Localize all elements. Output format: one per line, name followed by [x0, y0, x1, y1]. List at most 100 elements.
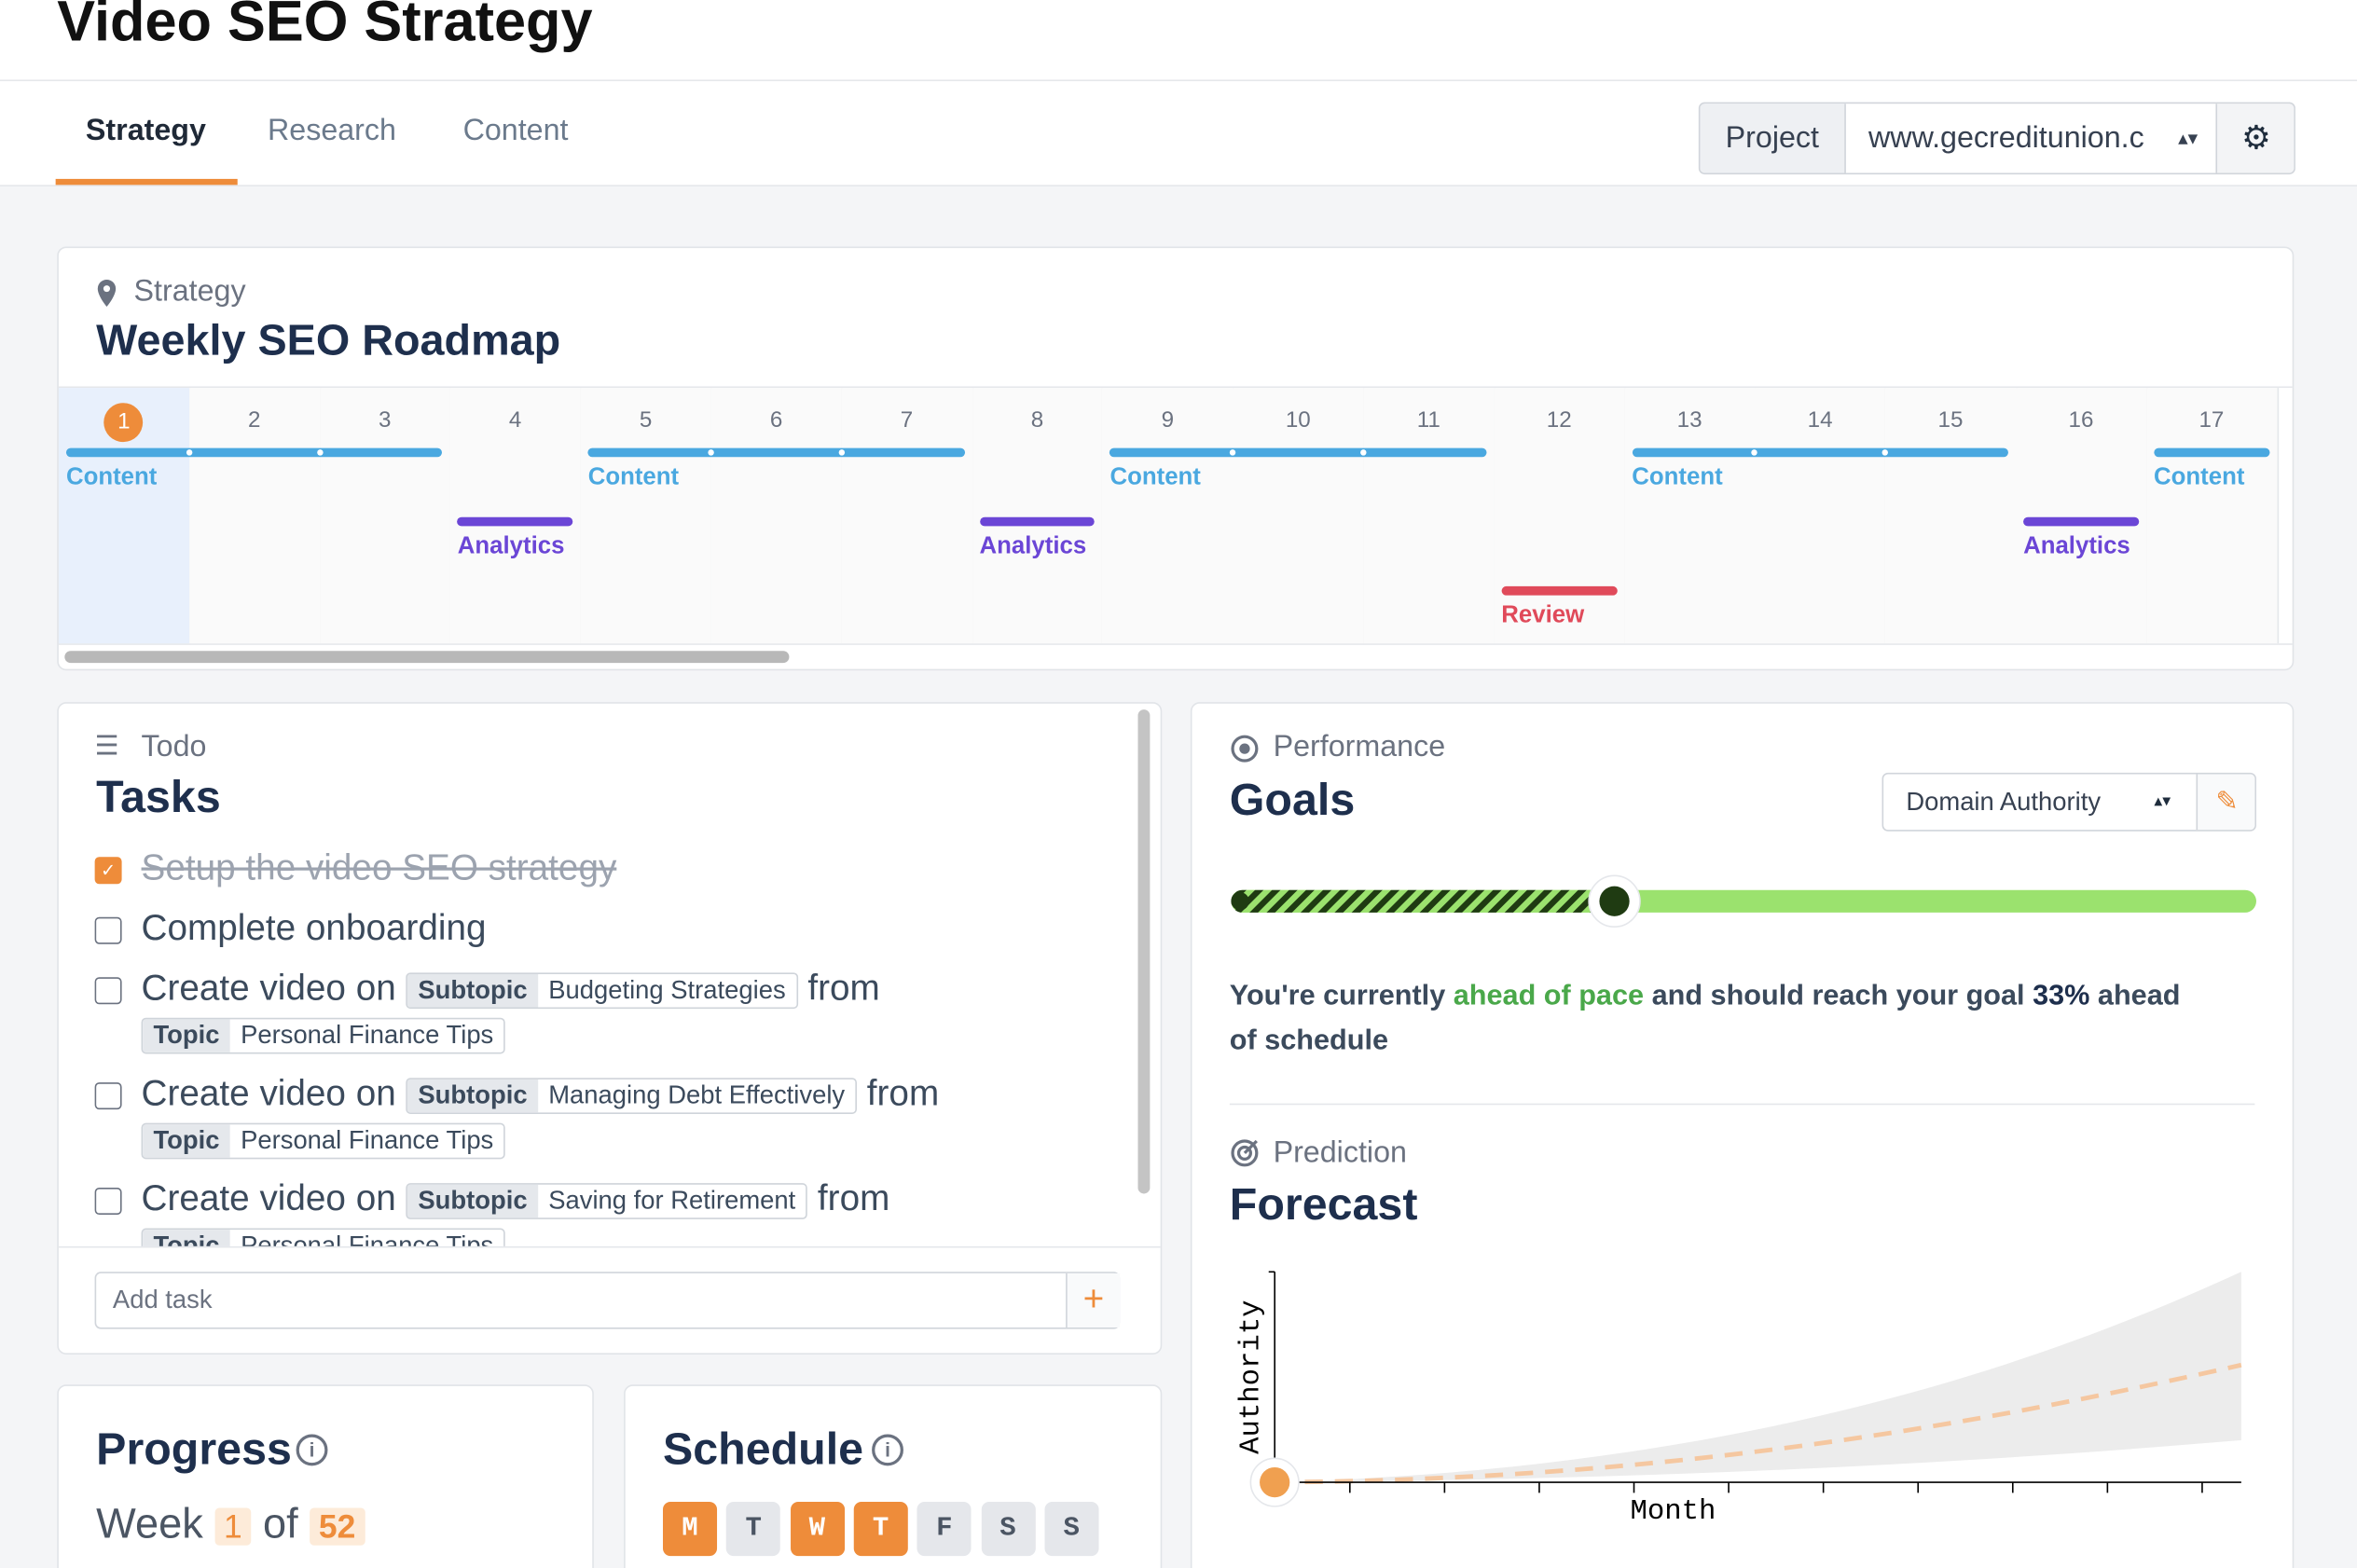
- task-checkbox[interactable]: [94, 977, 122, 1005]
- goal-slider: [1231, 874, 2256, 928]
- divider: [1229, 1103, 2255, 1106]
- slider-progress: [1231, 889, 1615, 913]
- info-icon[interactable]: i: [872, 1434, 903, 1466]
- day-toggle[interactable]: W: [790, 1502, 845, 1557]
- add-button[interactable]: +: [1066, 1272, 1121, 1327]
- pin-icon: [97, 279, 117, 307]
- event-label: Content: [2154, 464, 2245, 490]
- bar-dot: [708, 449, 714, 456]
- task-checkbox[interactable]: [94, 1187, 122, 1216]
- day-toggle[interactable]: F: [917, 1502, 972, 1557]
- schedule-title: Schedule: [662, 1424, 864, 1476]
- task-checkbox[interactable]: ✓: [94, 857, 122, 885]
- week-column: 14: [1755, 388, 1887, 644]
- week-number-current: 1: [103, 403, 144, 443]
- msg: and should reach your goal: [1651, 980, 2025, 1012]
- x-axis-label: Month: [1630, 1495, 1716, 1528]
- settings-button[interactable]: ⚙: [2215, 103, 2295, 173]
- task-line: Complete onboarding: [142, 908, 487, 950]
- subtopic-chip: Subtopic Managing Debt Effectively: [406, 1077, 858, 1114]
- slider-knob-core: [1599, 886, 1630, 916]
- bar-dot: [838, 449, 845, 456]
- of-word: of: [262, 1500, 298, 1547]
- event-label: Content: [1110, 464, 1201, 490]
- prediction-icon: [1231, 1139, 1259, 1167]
- week-number: 14: [1807, 407, 1833, 433]
- add-task-input[interactable]: Add task +: [94, 1272, 1121, 1329]
- event-bar[interactable]: [65, 447, 443, 458]
- project-select[interactable]: www.gecreditunion.c: [1868, 121, 2144, 156]
- topic-chip: Topic Personal Finance Tips: [141, 1228, 506, 1246]
- start-point: [1260, 1466, 1290, 1498]
- week-column: 17: [2145, 388, 2279, 644]
- target-icon: [1231, 735, 1259, 763]
- slider-start: [1231, 892, 1249, 911]
- week-number: 11: [1416, 407, 1440, 433]
- task-text: from: [807, 968, 880, 1010]
- metric-select[interactable]: Domain Authority ▴▾ ✎: [1881, 772, 2256, 832]
- subtopic-chip: Subtopic Saving for Retirement: [406, 1182, 808, 1219]
- event-bar[interactable]: [1632, 447, 2008, 458]
- msg-amount: 33%: [2033, 980, 2090, 1012]
- week-number: 2: [248, 407, 261, 433]
- event-bar[interactable]: [457, 516, 573, 527]
- tab-indicator: [55, 178, 238, 186]
- confidence-band: [1275, 1272, 2241, 1483]
- week-progress: Week 1 of 52: [96, 1500, 365, 1548]
- bar-dot: [1230, 449, 1236, 456]
- week-column: 15: [1885, 388, 2018, 644]
- chip-value: Personal Finance Tips: [241, 1125, 494, 1155]
- scrollbar[interactable]: [1137, 709, 1151, 1194]
- week-number: 9: [1161, 407, 1175, 433]
- week-number: 3: [378, 407, 392, 433]
- day-toggle[interactable]: T: [853, 1502, 908, 1557]
- event-bar[interactable]: [1501, 585, 1618, 596]
- week-number: 7: [900, 407, 914, 433]
- task-text: Setup the video SEO strategy: [141, 847, 617, 889]
- task-line: Create video on Subtopic Saving for Retir…: [142, 1178, 890, 1220]
- week-column: 1: [58, 388, 191, 644]
- event-label: Content: [587, 464, 680, 490]
- project-control: Project www.gecreditunion.c ▴▾ ⚙: [1698, 102, 2295, 175]
- event-bar[interactable]: [2023, 516, 2139, 527]
- week-number: 4: [508, 407, 522, 433]
- scrollbar[interactable]: [64, 651, 790, 664]
- week-column: 2: [188, 388, 322, 644]
- info-icon[interactable]: i: [296, 1434, 328, 1466]
- event-label: Review: [1501, 602, 1585, 629]
- task-list: ✓ Setup the video SEO strategy Complete on…: [94, 847, 1132, 1246]
- event-bar[interactable]: [979, 516, 1096, 527]
- event-bar[interactable]: [587, 447, 965, 458]
- current-week: 1: [214, 1507, 252, 1546]
- event-bar[interactable]: [1110, 447, 1487, 458]
- tab[interactable]: Research: [267, 114, 397, 148]
- msg: You're currently: [1229, 980, 1446, 1012]
- tab[interactable]: Strategy: [85, 114, 206, 148]
- divider: [0, 79, 2357, 82]
- edit-button[interactable]: ✎: [2196, 774, 2255, 831]
- tab[interactable]: Content: [462, 114, 569, 148]
- task-text: Create video on: [141, 1178, 396, 1219]
- week-column: 5: [580, 388, 713, 644]
- week-column: 10: [1233, 388, 1365, 644]
- event-label: Analytics: [457, 533, 565, 559]
- day-toggle[interactable]: M: [662, 1502, 718, 1557]
- task-checkbox[interactable]: [94, 916, 122, 944]
- chip-label: Topic: [143, 1230, 230, 1246]
- week-column: 6: [710, 388, 844, 644]
- day-toggle[interactable]: S: [1044, 1502, 1099, 1557]
- task-text: from: [866, 1073, 940, 1114]
- week-column: 13: [1624, 388, 1757, 644]
- week-number: 12: [1546, 407, 1572, 433]
- performance-card: Performance Goals Domain Authority ▴▾ ✎ …: [1190, 702, 2295, 1568]
- day-toggle[interactable]: S: [980, 1502, 1036, 1557]
- event-bar[interactable]: [2154, 447, 2269, 458]
- bar-dot: [1360, 449, 1367, 456]
- day-toggle[interactable]: T: [726, 1502, 781, 1557]
- task-checkbox[interactable]: [94, 1082, 122, 1110]
- subtopic-chip: Subtopic Budgeting Strategies: [406, 971, 798, 1009]
- total-weeks: 52: [310, 1507, 365, 1546]
- list-icon: ☰: [94, 730, 119, 762]
